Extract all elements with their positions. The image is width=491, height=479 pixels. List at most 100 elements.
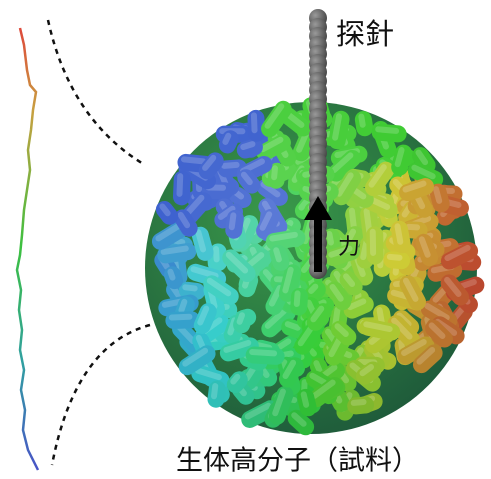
capsule: [225, 209, 244, 239]
capsule-highlight: [282, 359, 297, 380]
capsule: [324, 243, 360, 267]
capsule: [269, 244, 290, 271]
capsule-highlight: [416, 346, 436, 365]
capsule-highlight: [221, 161, 240, 169]
capsule-highlight: [394, 147, 405, 168]
capsule: [218, 130, 239, 154]
capsule-highlight: [264, 306, 289, 329]
capsule-highlight: [402, 180, 427, 193]
capsule-highlight: [432, 286, 448, 303]
capsule: [306, 303, 332, 331]
capsule-highlight: [178, 298, 188, 314]
capsule: [279, 107, 312, 137]
capsule-highlight: [350, 398, 367, 406]
capsule: [326, 281, 352, 311]
capsule-highlight: [347, 298, 367, 311]
capsule-highlight: [394, 223, 404, 245]
capsule-highlight: [264, 103, 285, 129]
capsule-highlight: [210, 383, 219, 400]
capsule: [163, 266, 184, 290]
capsule-highlight: [368, 164, 387, 188]
capsule-highlight: [326, 230, 334, 246]
capsule-highlight: [268, 284, 283, 307]
capsule: [172, 170, 191, 206]
capsule-highlight: [411, 164, 436, 180]
capsule-highlight: [249, 349, 278, 357]
capsule: [265, 229, 306, 251]
capsule: [203, 275, 239, 305]
capsule: [327, 149, 361, 182]
capsule: [233, 309, 253, 334]
capsule-highlight: [182, 347, 209, 367]
capsule: [155, 200, 179, 225]
capsule: [245, 346, 285, 365]
capsule-highlight: [444, 244, 471, 262]
capsule: [371, 123, 407, 143]
capsule: [402, 221, 428, 239]
probe-label: 探針: [336, 17, 394, 51]
capsule-highlight: [311, 379, 336, 399]
capsule: [399, 275, 426, 311]
capsule: [151, 220, 189, 250]
capsule: [440, 242, 479, 270]
capsule-highlight: [195, 229, 207, 253]
capsule: [440, 274, 470, 306]
capsule-highlight: [190, 266, 219, 279]
capsule-highlight: [244, 402, 272, 420]
capsule-highlight: [250, 112, 258, 134]
capsule: [322, 228, 342, 255]
capsule-highlight: [194, 367, 222, 381]
capsule: [287, 409, 315, 436]
capsule-highlight: [217, 205, 236, 220]
capsule: [429, 284, 455, 312]
capsule: [429, 183, 450, 213]
capsule-highlight: [391, 317, 413, 340]
capsule-highlight: [392, 179, 404, 191]
capsule-highlight: [180, 156, 207, 165]
capsule: [330, 320, 357, 346]
capsule: [178, 345, 216, 376]
capsule-highlight: [424, 303, 450, 321]
capsule-highlight: [243, 366, 256, 382]
capsule-highlight: [182, 284, 198, 292]
capsule-highlight: [291, 412, 307, 427]
capsule: [304, 281, 326, 303]
capsule-highlight: [358, 113, 366, 128]
capsule: [217, 159, 248, 178]
capsule-highlight: [343, 273, 356, 288]
capsule-highlight: [308, 283, 319, 294]
capsule-highlight: [225, 251, 249, 274]
capsule-highlight: [228, 212, 237, 231]
capsule: [238, 271, 259, 298]
capsule-highlight: [415, 149, 429, 166]
capsule-highlight: [305, 299, 317, 317]
capsule-highlight: [160, 245, 189, 255]
capsule: [191, 365, 230, 389]
capsule: [261, 304, 296, 338]
capsule: [383, 251, 410, 270]
capsule-highlight: [206, 277, 232, 297]
dashed-guide-lower: [50, 323, 151, 466]
capsule-highlight: [331, 152, 354, 174]
capsule-highlight: [177, 211, 191, 229]
capsule: [332, 169, 362, 206]
capsule: [157, 243, 197, 264]
capsule-highlight: [300, 391, 310, 408]
capsule: [207, 380, 226, 408]
capsule-highlight: [272, 388, 286, 417]
capsule-highlight: [197, 305, 210, 326]
capsule: [237, 169, 261, 194]
capsule: [328, 110, 350, 150]
capsule: [256, 134, 291, 161]
capsule-highlight: [185, 194, 205, 216]
capsule-highlight: [260, 181, 281, 198]
capsule-highlight: [386, 253, 403, 261]
capsule-highlight: [402, 277, 419, 302]
capsule: [290, 287, 309, 316]
capsule-highlight: [213, 245, 220, 263]
capsule: [390, 220, 411, 254]
capsule: [198, 152, 224, 180]
capsule: [359, 318, 401, 341]
capsule: [181, 192, 212, 225]
capsule: [297, 388, 317, 417]
